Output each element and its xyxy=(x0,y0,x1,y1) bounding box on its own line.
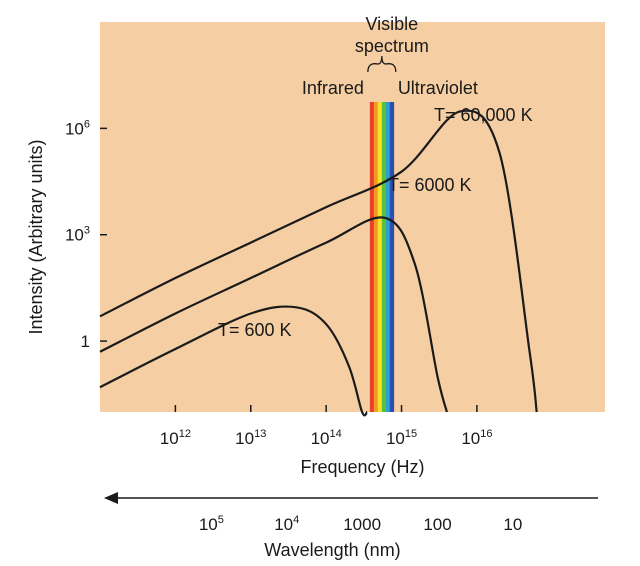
x-tick-label: 1014 xyxy=(311,428,342,448)
visible-brace xyxy=(367,55,397,73)
wavelength-tick-label: 1000 xyxy=(343,515,381,534)
wavelength-tick-label: 105 xyxy=(199,514,224,534)
y-tick-label: 106 xyxy=(65,118,90,138)
visible-label: Visible xyxy=(365,14,418,34)
wavelength-tick-label: 10 xyxy=(503,515,522,534)
wavelength-tick-label: 100 xyxy=(423,515,451,534)
visible-band-stripe xyxy=(381,102,387,412)
y-axis-title: Intensity (Arbitrary units) xyxy=(26,139,46,334)
infrared-label: Infrared xyxy=(302,78,364,98)
wavelength-tick-label: 104 xyxy=(274,514,299,534)
series-label: T= 6000 K xyxy=(388,175,472,195)
spectrum-label: spectrum xyxy=(355,36,429,56)
curve-t60000 xyxy=(99,109,538,413)
curve-t6000 xyxy=(99,216,448,413)
x-tick-label: 1013 xyxy=(235,428,266,448)
x-tick-label: 1016 xyxy=(461,428,492,448)
y-tick-label: 1 xyxy=(81,332,90,351)
curve-t600 xyxy=(99,305,369,417)
plot-area xyxy=(100,22,605,412)
visible-band-stripe xyxy=(377,102,383,412)
visible-band-stripe xyxy=(373,102,379,412)
ultraviolet-label: Ultraviolet xyxy=(398,78,478,98)
wavelength-axis-title: Wavelength (nm) xyxy=(264,540,400,560)
wavelength-arrow-icon xyxy=(104,492,118,504)
visible-band-stripe xyxy=(385,102,391,412)
visible-band-stripe xyxy=(369,102,375,412)
x-tick-label: 1012 xyxy=(160,428,191,448)
series-label: T= 60,000 K xyxy=(434,105,533,125)
x-axis-title: Frequency (Hz) xyxy=(300,457,424,477)
y-tick-label: 103 xyxy=(65,225,90,245)
x-tick-label: 1015 xyxy=(386,428,417,448)
series-label: T= 600 K xyxy=(218,320,292,340)
visible-band-stripe xyxy=(389,102,395,412)
